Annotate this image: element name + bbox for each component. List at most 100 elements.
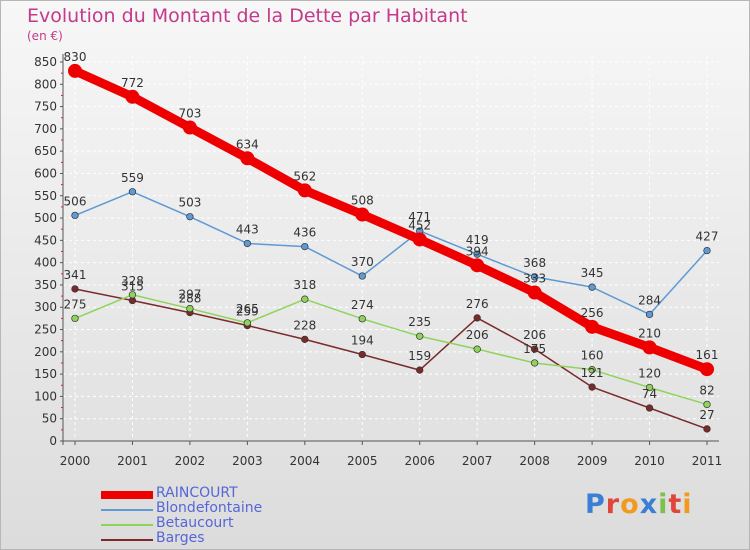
data-point-raincourt [125, 89, 140, 104]
data-label-barges: 121 [581, 366, 604, 380]
data-point-blondefontaine [473, 250, 481, 258]
y-tick-label: 800 [34, 77, 57, 91]
data-label-raincourt: 562 [293, 169, 316, 183]
data-label-raincourt: 634 [236, 137, 259, 151]
data-label-blondefontaine: 471 [408, 210, 431, 224]
data-point-betaucourt [358, 315, 366, 323]
x-tick-label: 2001 [117, 454, 148, 468]
data-point-blondefontaine [703, 246, 711, 255]
data-point-betaucourt [128, 291, 137, 299]
data-point-raincourt [355, 207, 370, 222]
data-point-barges [588, 383, 596, 391]
x-tick-label: 2005 [347, 454, 378, 468]
y-tick-label: 0 [49, 434, 57, 448]
logo-letter: t [668, 489, 683, 520]
y-tick-label: 550 [34, 189, 57, 203]
data-point-barges [703, 425, 711, 433]
y-tick-label: 350 [34, 278, 57, 292]
legend-swatch [101, 491, 153, 499]
x-tick-label: 2003 [232, 454, 263, 468]
x-tick-label: 2008 [519, 454, 550, 468]
data-label-blondefontaine: 345 [581, 266, 604, 280]
data-point-raincourt [585, 319, 600, 334]
data-label-barges: 74 [642, 387, 657, 401]
y-tick-label: 450 [34, 233, 57, 247]
data-label-barges: 27 [699, 408, 714, 422]
data-point-betaucourt [530, 359, 539, 367]
data-label-barges: 159 [408, 349, 431, 363]
y-tick-label: 200 [34, 345, 57, 359]
legend-label: RAINCOURT [156, 485, 238, 501]
legend-item-raincourt: RAINCOURT [101, 485, 361, 502]
legend-swatch [101, 539, 153, 541]
data-label-blondefontaine: 503 [178, 196, 201, 210]
data-label-barges: 315 [121, 280, 144, 294]
legend: RAINCOURT Blondefontaine Betaucourt Barges [101, 485, 361, 547]
data-point-barges [301, 335, 309, 343]
proxiti-logo: Proxiti [585, 489, 693, 520]
data-point-raincourt [412, 232, 427, 247]
data-label-betaucourt: 318 [293, 278, 316, 292]
data-label-blondefontaine: 427 [696, 230, 719, 244]
data-point-barges [473, 314, 481, 322]
logo-letter: P [585, 489, 606, 520]
data-label-betaucourt: 82 [699, 383, 714, 397]
data-label-blondefontaine: 370 [351, 255, 374, 269]
logo-letter: x [639, 489, 659, 520]
data-label-betaucourt: 175 [523, 342, 546, 356]
data-label-barges: 206 [523, 328, 546, 342]
y-tick-label: 500 [34, 211, 57, 225]
data-label-raincourt: 333 [523, 272, 546, 286]
data-point-betaucourt [186, 304, 194, 313]
data-point-betaucourt [645, 383, 654, 392]
data-point-betaucourt [301, 295, 309, 303]
legend-label: Barges [156, 530, 205, 546]
y-axis-unit: (en €) [27, 29, 63, 43]
x-tick-label: 2006 [404, 454, 435, 468]
series-line-blondefontaine [74, 191, 708, 316]
data-label-betaucourt: 328 [121, 274, 144, 288]
data-point-raincourt [700, 362, 714, 377]
data-label-betaucourt: 206 [466, 328, 489, 342]
data-label-raincourt: 452 [408, 218, 431, 232]
x-tick-label: 2010 [634, 454, 665, 468]
data-point-betaucourt [71, 314, 79, 323]
logo-letter: i [658, 489, 669, 520]
data-label-raincourt: 256 [581, 306, 604, 320]
data-point-betaucourt [473, 345, 481, 353]
data-point-blondefontaine [71, 211, 79, 220]
y-tick-label: 250 [34, 323, 57, 337]
data-point-barges [645, 404, 654, 412]
data-point-barges [358, 350, 366, 359]
data-label-raincourt: 210 [638, 326, 661, 340]
data-point-raincourt [182, 120, 197, 135]
y-tick-label: 650 [34, 144, 57, 158]
data-point-betaucourt [243, 319, 252, 327]
y-tick-label: 150 [34, 367, 57, 381]
data-point-betaucourt [703, 400, 711, 409]
legend-item-betaucourt: Betaucourt [101, 515, 361, 532]
data-point-blondefontaine [301, 242, 309, 251]
data-label-betaucourt: 274 [351, 298, 374, 312]
data-point-blondefontaine [243, 239, 252, 248]
x-tick-label: 2011 [692, 454, 723, 468]
data-label-barges: 228 [293, 318, 316, 332]
legend-item-blondefontaine: Blondefontaine [101, 500, 361, 517]
data-point-raincourt [470, 258, 485, 273]
legend-item-barges: Barges [101, 530, 361, 547]
y-tick-label: 750 [34, 100, 57, 114]
y-tick-label: 300 [34, 300, 57, 314]
data-point-raincourt [297, 183, 312, 198]
chart-title: Evolution du Montant de la Dette par Hab… [27, 5, 468, 27]
data-label-betaucourt: 297 [178, 288, 201, 302]
data-label-barges: 276 [466, 297, 489, 311]
data-point-blondefontaine [186, 213, 194, 221]
y-tick-label: 700 [34, 122, 57, 136]
data-label-blondefontaine: 443 [236, 222, 259, 236]
data-label-barges: 259 [236, 305, 259, 319]
x-tick-label: 2007 [462, 454, 493, 468]
data-label-blondefontaine: 436 [293, 226, 316, 240]
series-line-barges [74, 288, 708, 430]
data-point-barges [416, 366, 424, 374]
data-point-barges [71, 285, 79, 293]
